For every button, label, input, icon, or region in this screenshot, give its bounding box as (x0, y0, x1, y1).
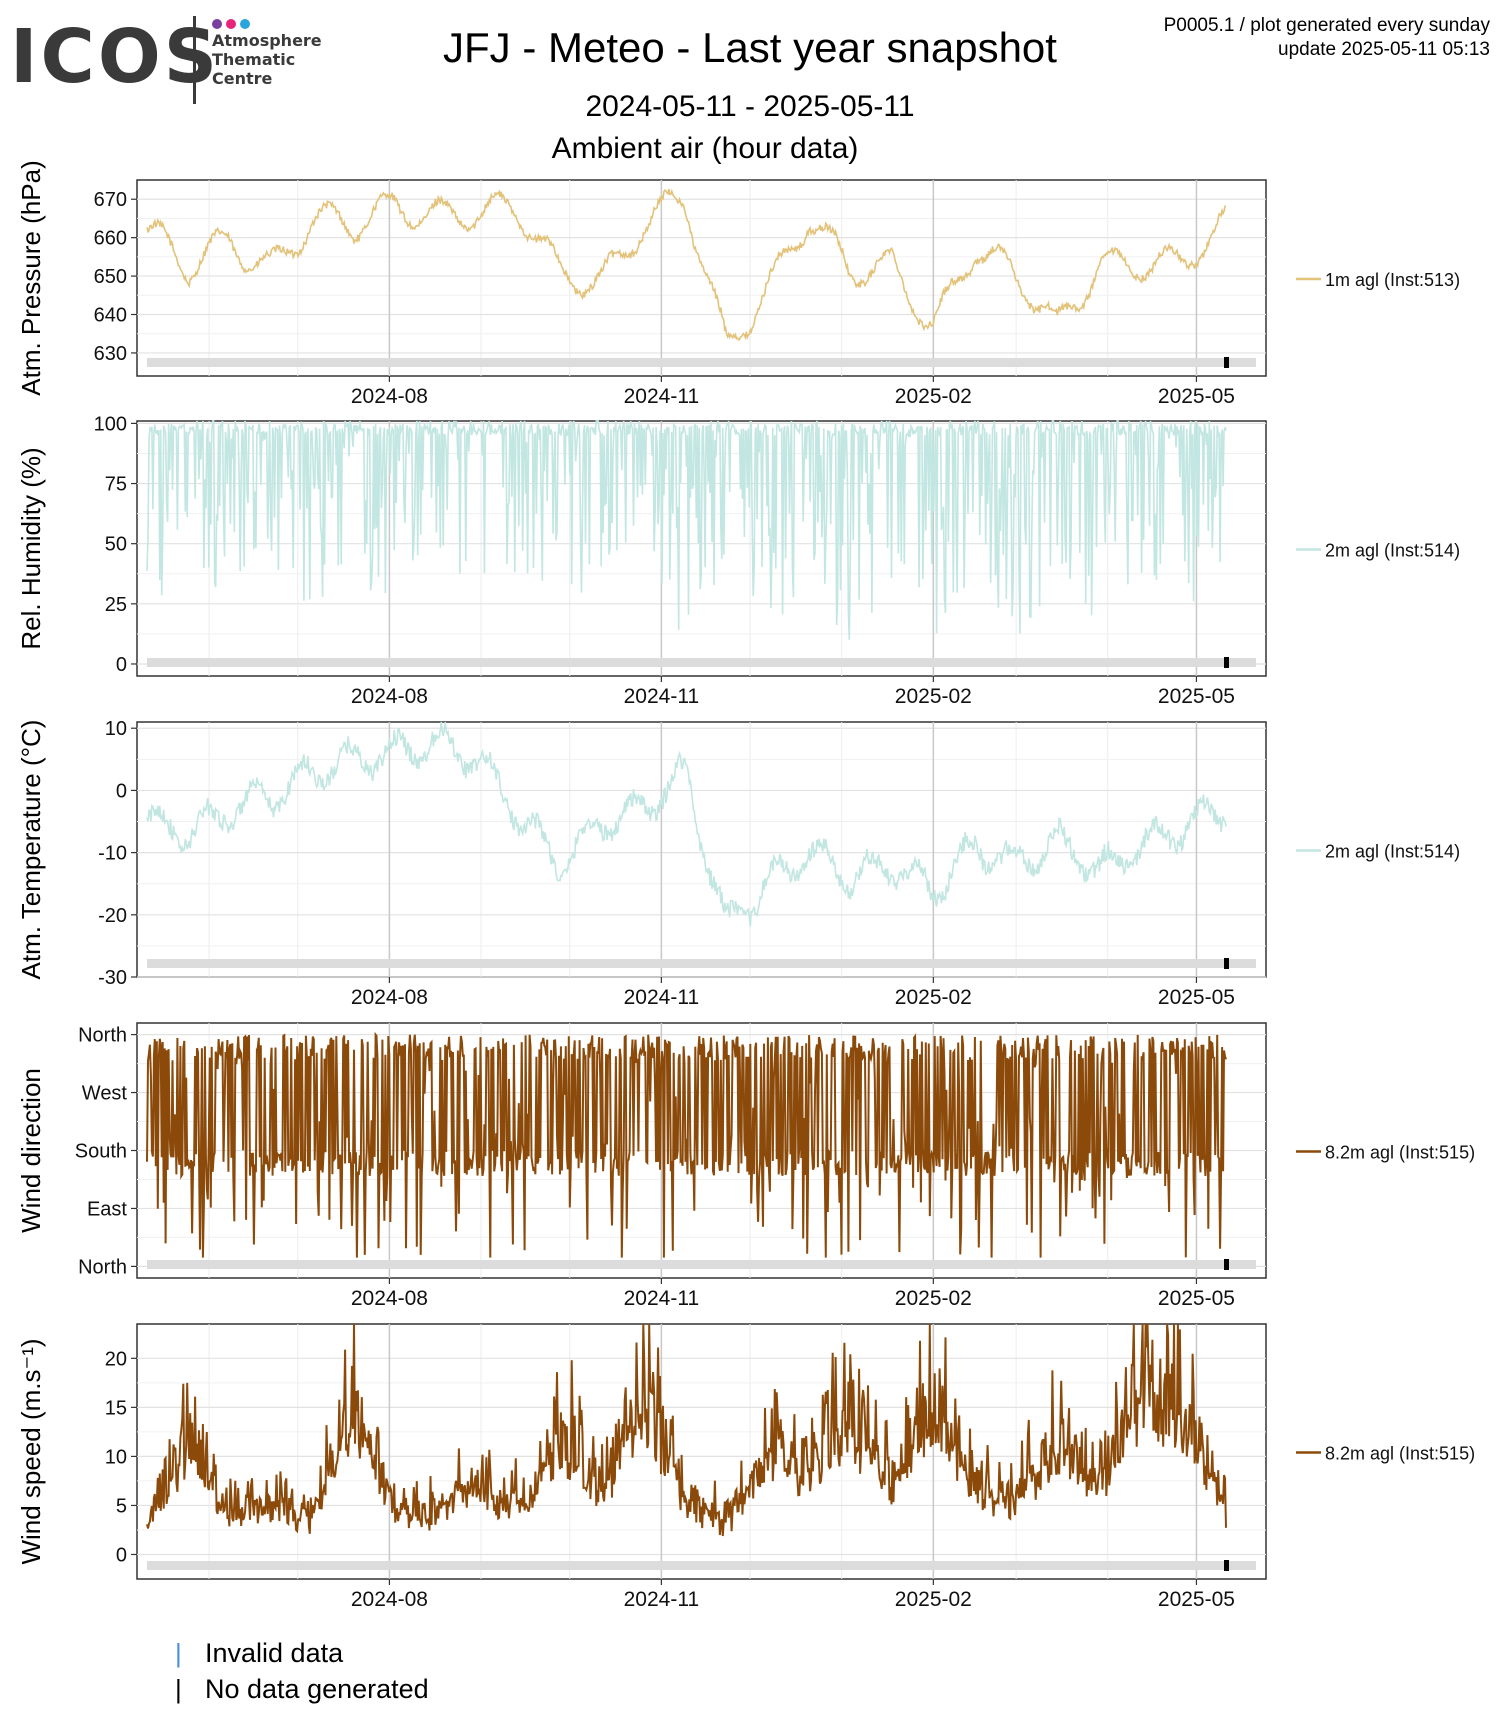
x-tick-label: 2024-08 (351, 385, 428, 408)
series-line (146, 1323, 1227, 1537)
x-tick-label: 2024-08 (351, 1287, 428, 1310)
legend-label: 2m agl (Inst:514) (1325, 842, 1460, 862)
invalid-marker-icon: | (175, 1638, 182, 1668)
y-tick-label: 0 (116, 1544, 127, 1566)
no-data-marker (1224, 657, 1229, 668)
y-tick-label: 650 (94, 266, 127, 288)
legend-label: 1m agl (Inst:513) (1325, 270, 1460, 290)
y-tick-label: 100 (94, 413, 127, 435)
y-tick-label: -10 (98, 843, 127, 865)
logo-dots-icon (212, 16, 254, 34)
x-tick-label: 2025-02 (895, 1287, 972, 1310)
availability-bar (147, 358, 1256, 367)
y-tick-label: -20 (98, 905, 127, 927)
no-data-marker (1224, 958, 1229, 969)
logo-dot (226, 19, 236, 29)
y-axis-label: Wind speed (m.s⁻¹) (16, 1338, 46, 1564)
y-tick-label: 5 (116, 1495, 127, 1517)
series-line (146, 1031, 1227, 1258)
y-tick-label: -30 (98, 967, 127, 989)
logo-dot (240, 19, 250, 29)
x-tick-label: 2024-11 (624, 685, 700, 708)
x-tick-label: 2024-08 (351, 1588, 428, 1611)
y-axis-label: Atm. Pressure (hPa) (16, 160, 46, 396)
logo-dot (212, 19, 222, 29)
footer-legend-nodata: | No data generated (175, 1674, 429, 1705)
x-tick-label: 2024-11 (624, 986, 700, 1009)
nodata-marker-icon: | (175, 1674, 182, 1704)
y-tick-label: 670 (94, 189, 127, 211)
meta-line: update 2025-05-11 05:13 (1278, 39, 1490, 60)
meta-line: P0005.1 / plot generated every sunday (1163, 15, 1490, 36)
y-tick-label: 15 (105, 1397, 127, 1419)
y-tick-label: 640 (94, 305, 127, 327)
y-tick-label: 25 (105, 594, 127, 616)
panel-frame (136, 1323, 1267, 1580)
x-tick-label: 2025-02 (895, 986, 972, 1009)
logo-subtitle: Atmosphere Thematic Centre (212, 31, 322, 88)
y-tick-label: 10 (105, 1446, 127, 1468)
chart-title: JFJ - Meteo - Last year snapshot (443, 24, 1057, 71)
panel-frame (136, 179, 1267, 377)
y-axis-label: Wind direction (16, 1068, 46, 1233)
footer-legend-label: No data generated (205, 1674, 429, 1704)
x-tick-label: 2024-11 (624, 1588, 700, 1611)
y-tick-label: West (82, 1083, 128, 1105)
series-line (146, 721, 1227, 927)
y-tick-label: 630 (94, 343, 127, 365)
x-tick-label: 2025-05 (1158, 1287, 1235, 1310)
x-tick-label: 2025-02 (895, 1588, 972, 1611)
x-tick-label: 2024-11 (624, 1287, 700, 1310)
y-tick-label: 50 (105, 534, 127, 556)
logo-line: Centre (212, 69, 273, 88)
y-tick-label: North (78, 1256, 127, 1278)
y-tick-label: 75 (105, 474, 127, 496)
date-range: 2024-05-11 - 2025-05-11 (585, 90, 915, 123)
no-data-marker (1224, 1560, 1229, 1571)
legend-label: 8.2m agl (Inst:515) (1325, 1143, 1475, 1163)
y-tick-label: South (75, 1141, 127, 1163)
availability-bar (147, 658, 1256, 667)
footer-legend-label: Invalid data (205, 1638, 344, 1668)
x-tick-label: 2024-08 (351, 986, 428, 1009)
no-data-marker (1224, 1259, 1229, 1270)
y-tick-label: East (87, 1198, 127, 1220)
y-tick-label: 10 (105, 718, 127, 740)
y-axis-label: Rel. Humidity (%) (16, 447, 46, 649)
y-axis-label: Atm. Temperature (°C) (16, 720, 46, 980)
y-tick-label: 20 (105, 1348, 127, 1370)
availability-bar (147, 1260, 1256, 1269)
x-tick-label: 2025-05 (1158, 385, 1235, 408)
x-tick-label: 2025-05 (1158, 1588, 1235, 1611)
x-tick-label: 2025-05 (1158, 685, 1235, 708)
availability-bar (147, 1561, 1256, 1570)
series-line (146, 420, 1227, 640)
section-title: Ambient air (hour data) (551, 132, 859, 165)
no-data-marker (1224, 357, 1229, 368)
y-tick-label: 0 (116, 780, 127, 802)
legend-label: 8.2m agl (Inst:515) (1325, 1444, 1475, 1464)
logo-line: Atmosphere (212, 31, 322, 50)
availability-bar (147, 959, 1256, 968)
logo-divider (193, 16, 196, 104)
icos-logo: ICOS (10, 14, 221, 100)
x-tick-label: 2025-05 (1158, 986, 1235, 1009)
x-tick-label: 2024-08 (351, 685, 428, 708)
series-line (146, 188, 1227, 341)
x-tick-label: 2025-02 (895, 385, 972, 408)
x-tick-label: 2025-02 (895, 685, 972, 708)
y-tick-label: North (78, 1025, 127, 1047)
y-tick-label: 660 (94, 228, 127, 250)
generation-info: P0005.1 / plot generated every sunday up… (1164, 14, 1490, 62)
y-tick-label: 0 (116, 654, 127, 676)
footer-legend-invalid: | Invalid data (175, 1638, 343, 1669)
x-tick-label: 2024-11 (624, 385, 700, 408)
logo-line: Thematic (212, 50, 296, 69)
legend-label: 2m agl (Inst:514) (1325, 541, 1460, 561)
